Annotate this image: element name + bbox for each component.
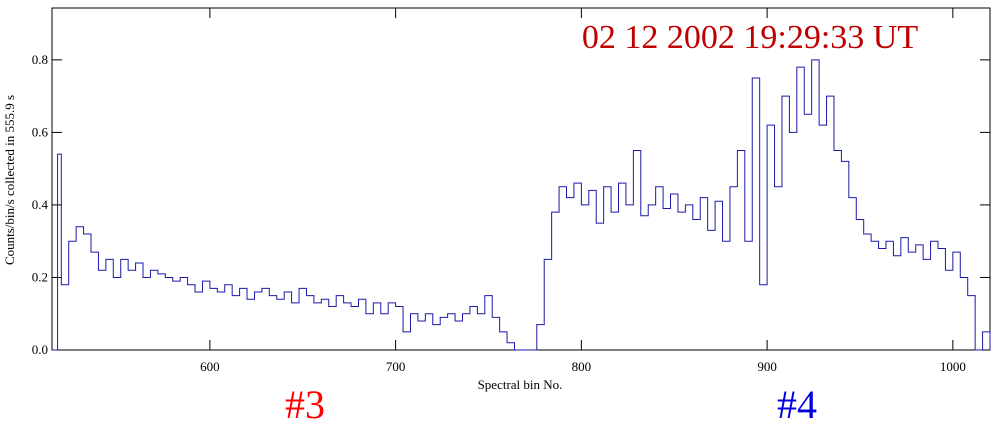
x-tick-label: 800 bbox=[572, 359, 592, 374]
x-tick-label: 1000 bbox=[940, 359, 966, 374]
x-tick-label: 900 bbox=[757, 359, 777, 374]
x-tick-label: 700 bbox=[386, 359, 406, 374]
y-tick-label: 0.2 bbox=[32, 269, 48, 284]
y-tick-label: 0.0 bbox=[32, 342, 48, 357]
y-tick-label: 0.6 bbox=[32, 124, 49, 139]
y-tick-label: 0.4 bbox=[32, 197, 49, 212]
x-tick-label: 600 bbox=[200, 359, 220, 374]
annotation: #4 bbox=[777, 382, 817, 427]
chart-title: 02 12 2002 19:29:33 UT bbox=[582, 19, 918, 56]
y-axis-label: Counts/bin/s collected in 555.9 s bbox=[2, 95, 17, 265]
spectrum-line bbox=[52, 59, 991, 351]
annotation: #3 bbox=[285, 382, 325, 427]
x-axis-label: Spectral bin No. bbox=[478, 377, 563, 392]
y-tick-label: 0.8 bbox=[32, 52, 48, 67]
